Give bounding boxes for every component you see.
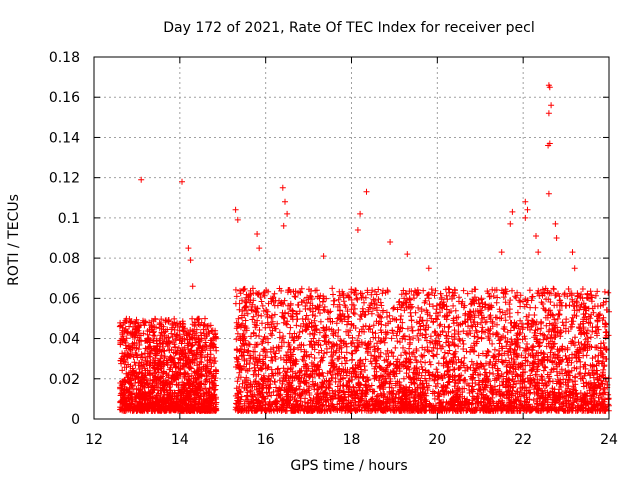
y-tick-label: 0.02	[49, 372, 80, 388]
y-tick-label: 0.1	[58, 211, 80, 227]
x-tick-labels: 12 14 16 18 20 22 24	[85, 432, 618, 448]
x-tick-label: 12	[85, 432, 103, 448]
axis-ticks	[93, 56, 610, 420]
y-tick-label: 0.14	[49, 130, 80, 146]
x-tick-label: 22	[514, 432, 532, 448]
scatter-points	[116, 82, 612, 414]
x-tick-label: 24	[600, 432, 618, 448]
x-tick-label: 16	[257, 432, 275, 448]
y-tick-labels: 0 0.02 0.04 0.06 0.08 0.1 0.12 0.14 0.16 0.18	[49, 50, 80, 428]
y-tick-label: 0.16	[49, 90, 80, 106]
y-tick-label: 0.12	[49, 171, 80, 187]
y-tick-label: 0	[71, 412, 80, 428]
x-tick-label: 14	[171, 432, 189, 448]
x-tick-label: 18	[343, 432, 361, 448]
y-tick-label: 0.06	[49, 291, 80, 307]
y-tick-label: 0.04	[49, 332, 80, 348]
y-tick-label: 0.18	[49, 50, 80, 66]
x-tick-label: 20	[428, 432, 446, 448]
y-axis-label: ROTI / TECUs	[6, 194, 22, 286]
scatter-markers	[116, 82, 612, 414]
x-axis-label: GPS time / hours	[290, 458, 407, 474]
y-tick-label: 0.08	[49, 251, 80, 267]
chart-title: Day 172 of 2021, Rate Of TEC Index for r…	[163, 20, 534, 36]
